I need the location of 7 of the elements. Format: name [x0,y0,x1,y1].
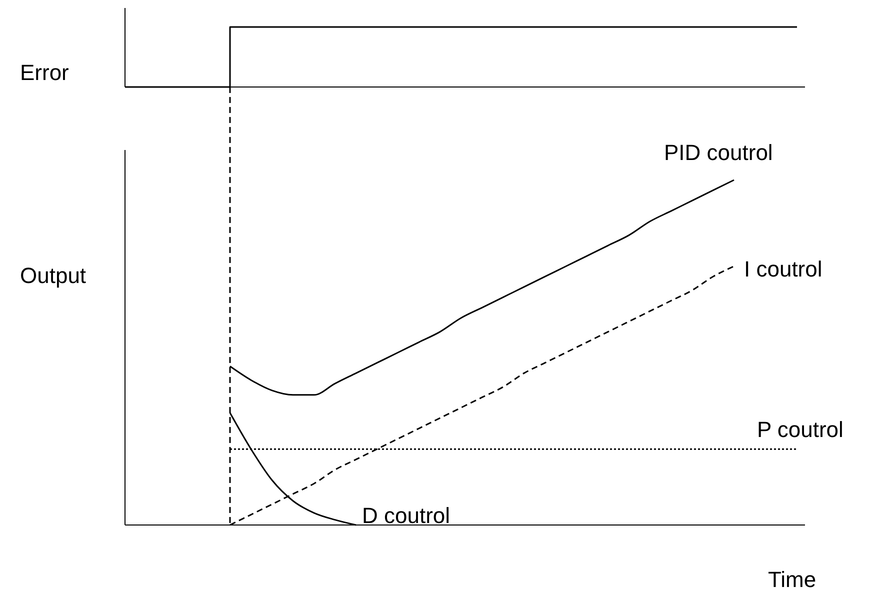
series-label: D coutrol [362,503,450,528]
series-label: PID coutrol [664,140,773,165]
y-axis-title: Error [20,60,69,85]
series-label: P coutrol [757,417,844,442]
series-label: I coutrol [744,256,822,282]
y-axis-title: Output [20,263,86,288]
x-axis-title: Time [768,567,816,592]
